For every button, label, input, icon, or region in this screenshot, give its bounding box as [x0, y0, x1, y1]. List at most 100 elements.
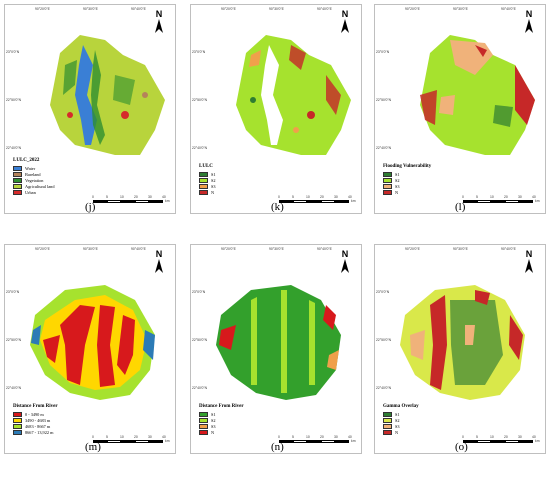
legend-item: S1	[383, 171, 431, 177]
scale-tick-label: 0	[462, 435, 464, 439]
latitude-tick-label: 22°40'0"N	[192, 386, 208, 390]
scale-bar	[279, 440, 349, 443]
legend-item: N	[383, 189, 431, 195]
scale-tick-label: 0	[462, 195, 464, 199]
longitude-tick-label: 90°40'0"E	[501, 7, 516, 11]
legend-item: Water	[13, 165, 54, 171]
distance-from-river-map	[30, 285, 155, 400]
scale-tick-label: 10	[490, 195, 494, 199]
longitude-tick-label: 90°40'0"E	[317, 247, 332, 251]
scale-tick-label: 20	[320, 195, 324, 199]
lulc-2022-map	[50, 35, 165, 155]
scale-tick-label: 0	[92, 195, 94, 199]
longitude-tick-label: 90°30'0"E	[83, 247, 98, 251]
scale-tick-label: 20	[320, 435, 324, 439]
legend-item: S3	[199, 183, 216, 189]
legend: Gamma Overlay S1 S2 S3 N	[383, 404, 419, 435]
longitude-tick-label: 90°20'0"E	[35, 247, 50, 251]
latitude-tick-label: 22°40'0"N	[6, 386, 22, 390]
distance-from-river-suitability-map	[216, 285, 341, 400]
scale-tick-label: 5	[106, 435, 108, 439]
scale-bar	[279, 200, 349, 203]
scale-bar	[93, 200, 163, 203]
legend-item: 3490 - 4683 m	[13, 417, 58, 423]
flooding-vulnerability-map	[420, 35, 535, 155]
legend-item: S3	[199, 423, 244, 429]
longitude-tick-label: 90°20'0"E	[35, 7, 50, 11]
panel-label: (n)	[271, 441, 284, 453]
latitude-tick-label: 23°0'0"N	[6, 50, 20, 54]
legend-item: Bareland	[13, 171, 54, 177]
longitude-tick-label: 90°20'0"E	[221, 7, 236, 11]
north-label: N	[341, 9, 349, 19]
scale-tick-label: 40	[532, 435, 536, 439]
scale-tick-label: 40	[162, 195, 166, 199]
scale-tick-label: 0	[92, 435, 94, 439]
scale-tick-label: 30	[148, 195, 152, 199]
latitude-tick-label: 23°0'0"N	[192, 50, 206, 54]
latitude-tick-label: 22°40'0"N	[192, 146, 208, 150]
north-arrow: N	[337, 249, 353, 275]
legend-title: LULC_2022	[13, 158, 40, 163]
scale-bar	[463, 200, 533, 203]
latitude-tick-label: 22°50'0"N	[6, 338, 22, 342]
north-arrow: N	[521, 249, 537, 275]
longitude-tick-label: 90°20'0"E	[405, 7, 420, 11]
latitude-tick-label: 22°40'0"N	[376, 146, 392, 150]
scale-tick-label: 10	[306, 195, 310, 199]
legend-item: Vegetation	[13, 177, 54, 183]
map-panel-o: N Gamma Overlay S1 S2 S3 N (o) 0 5 10 20 30 4…	[374, 244, 546, 454]
legend: Flooding Vulnerability S1 S2 S3 N	[383, 164, 431, 195]
legend-item: S1	[199, 411, 244, 417]
legend-title: Gamma Overlay	[383, 404, 419, 409]
scale-tick-label: 5	[476, 195, 478, 199]
map-panel-m: N Distance From River 0 - 3490 m 3490 - …	[4, 244, 176, 454]
scale-tick-label: 30	[148, 435, 152, 439]
longitude-tick-label: 90°40'0"E	[131, 247, 146, 251]
north-arrow: N	[337, 9, 353, 35]
latitude-tick-label: 22°50'0"N	[6, 98, 22, 102]
scale-unit-label: km	[351, 439, 356, 443]
legend: LULC_2022 Water Bareland Vegetation Agri…	[13, 158, 54, 195]
legend-item: N	[199, 189, 216, 195]
lulc-suitability-map	[236, 35, 351, 155]
latitude-tick-label: 22°50'0"N	[192, 98, 208, 102]
legend-item: S2	[383, 177, 431, 183]
north-label: N	[525, 249, 533, 259]
panel-label: (l)	[455, 201, 466, 213]
legend-item: 0 - 3490 m	[13, 411, 58, 417]
panel-label: (k)	[271, 201, 284, 213]
legend-item: S3	[383, 183, 431, 189]
scale-bar	[463, 440, 533, 443]
north-arrow: N	[151, 249, 167, 275]
map-panel-k: N LULC S1 S2 S3 N (k) 0 5 10 20 30 40 km 90°20'…	[190, 4, 362, 214]
scale-tick-label: 0	[278, 435, 280, 439]
latitude-tick-label: 22°50'0"N	[192, 338, 208, 342]
legend: Distance From River 0 - 3490 m 3490 - 46…	[13, 404, 58, 435]
scale-tick-label: 5	[292, 435, 294, 439]
north-arrow: N	[521, 9, 537, 35]
latitude-tick-label: 22°40'0"N	[376, 386, 392, 390]
scale-tick-label: 10	[120, 435, 124, 439]
legend-item: S1	[383, 411, 419, 417]
latitude-tick-label: 22°40'0"N	[6, 146, 22, 150]
latitude-tick-label: 23°0'0"N	[376, 290, 390, 294]
legend-title: Flooding Vulnerability	[383, 164, 432, 169]
scale-tick-label: 40	[348, 195, 352, 199]
scale-tick-label: 20	[504, 195, 508, 199]
legend: Distance From River S1 S2 S3 N	[199, 404, 244, 435]
gamma-overlay-map	[400, 285, 525, 400]
legend-item: S2	[383, 417, 419, 423]
longitude-tick-label: 90°40'0"E	[501, 247, 516, 251]
scale-tick-label: 5	[106, 195, 108, 199]
scale-tick-label: 20	[504, 435, 508, 439]
latitude-tick-label: 22°50'0"N	[376, 338, 392, 342]
scale-unit-label: km	[165, 199, 170, 203]
map-panel-l: N Flooding Vulnerability S1 S2 S3 N (l) …	[374, 4, 546, 214]
scale-tick-label: 40	[162, 435, 166, 439]
legend-item: Agricultural land	[13, 183, 54, 189]
scale-tick-label: 10	[306, 435, 310, 439]
panel-label: (o)	[455, 441, 468, 453]
longitude-tick-label: 90°30'0"E	[269, 247, 284, 251]
longitude-tick-label: 90°40'0"E	[131, 7, 146, 11]
